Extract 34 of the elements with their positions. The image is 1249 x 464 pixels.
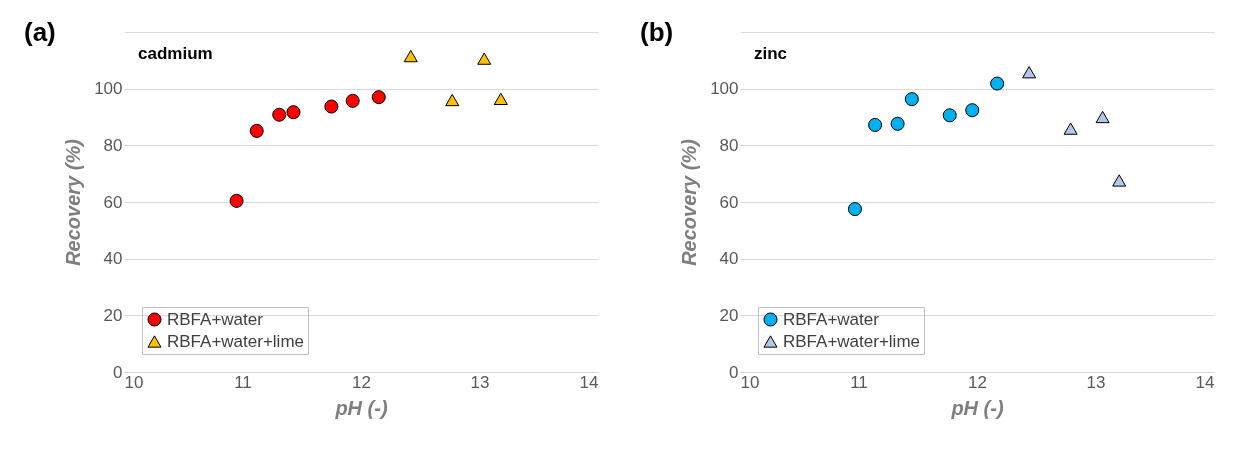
- y-tick-label: 80: [719, 135, 739, 155]
- x-tick-label: 11: [234, 372, 252, 392]
- x-axis-title: pH (-): [334, 396, 388, 419]
- x-tick-label: 13: [470, 372, 490, 392]
- x-tick-label: 12: [352, 372, 371, 392]
- legend-label: RBFA+water: [167, 309, 264, 329]
- x-tick-label: 14: [579, 372, 599, 392]
- y-tick-label: 60: [719, 192, 739, 212]
- y-axis-title: Recovery (%): [62, 138, 85, 266]
- x-tick-label: 11: [850, 372, 868, 392]
- y-tick-label: 100: [94, 79, 123, 99]
- x-axis-title: pH (-): [950, 396, 1004, 419]
- x-tick-label: 10: [124, 372, 144, 392]
- y-tick-label: 0: [113, 362, 123, 382]
- y-tick-label: 20: [103, 305, 123, 325]
- y-tick-label: 40: [719, 249, 739, 269]
- annotation: zinc: [754, 44, 788, 63]
- legend-label: RBFA+water+lime: [783, 331, 920, 351]
- chart-title: (a): [24, 17, 56, 47]
- legend-label: RBFA+water+lime: [167, 331, 304, 351]
- y-tick-label: 20: [719, 305, 739, 325]
- legend-label: RBFA+water: [783, 309, 880, 329]
- x-tick-label: 10: [740, 372, 760, 392]
- y-axis-title: Recovery (%): [678, 138, 701, 266]
- y-tick-label: 100: [710, 79, 739, 99]
- annotation: cadmium: [138, 44, 213, 63]
- x-tick-label: 14: [1195, 372, 1215, 392]
- y-tick-label: 60: [103, 192, 123, 212]
- chart-title: (b): [640, 17, 674, 47]
- y-tick-label: 80: [103, 135, 123, 155]
- y-tick-label: 40: [103, 249, 123, 269]
- x-tick-label: 12: [968, 372, 987, 392]
- x-tick-label: 13: [1086, 372, 1106, 392]
- y-tick-label: 0: [729, 362, 739, 382]
